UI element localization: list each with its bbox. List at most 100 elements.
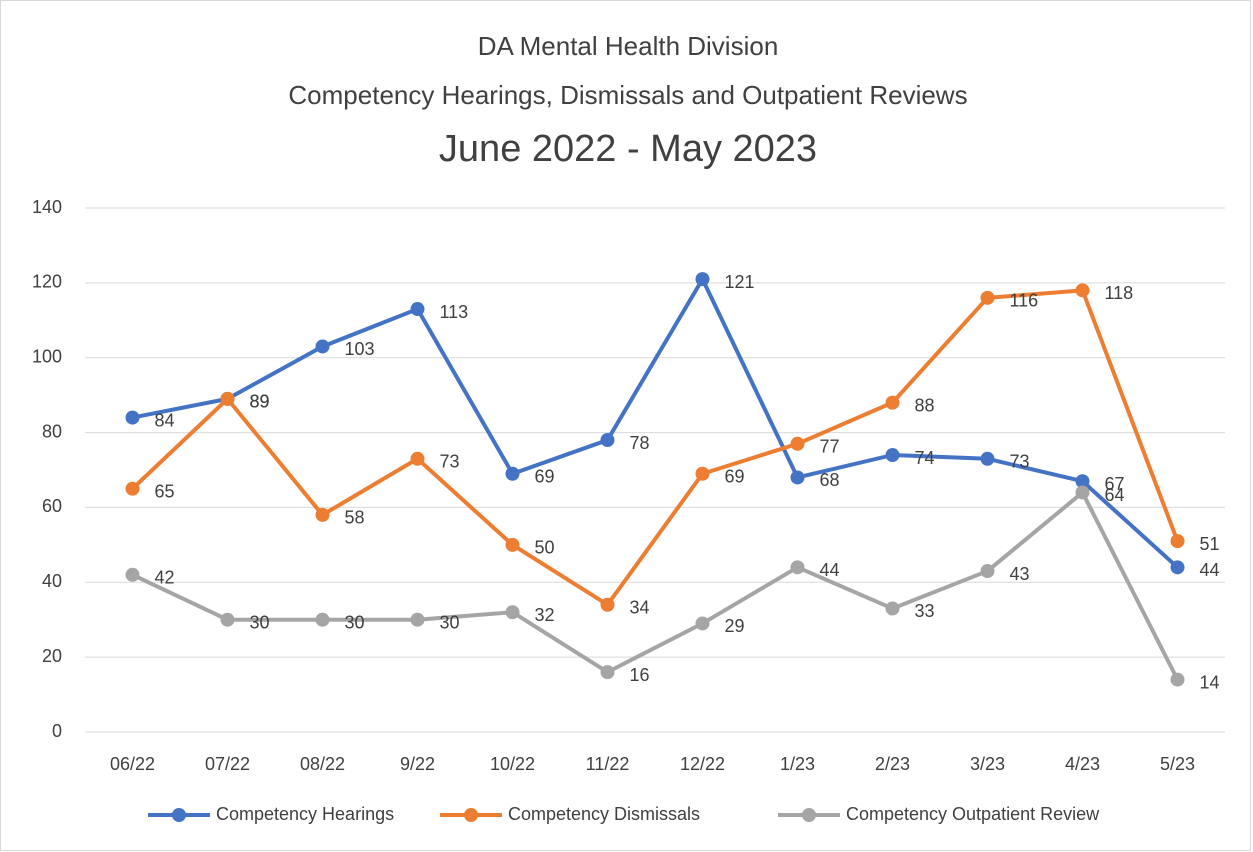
y-tick-label: 0 [52, 721, 62, 741]
data-label: 50 [535, 538, 555, 558]
data-label: 67 [1105, 474, 1125, 494]
data-label: 30 [250, 612, 270, 632]
data-label: 43 [1010, 564, 1030, 584]
data-point [885, 395, 900, 410]
data-label: 64 [1105, 485, 1125, 505]
data-point [505, 466, 520, 481]
data-label: 51 [1200, 534, 1220, 554]
data-point [220, 612, 235, 627]
data-point [600, 597, 615, 612]
y-tick-label: 20 [42, 646, 62, 666]
data-label: 14 [1200, 672, 1220, 692]
x-tick-label: 1/23 [780, 754, 815, 774]
data-label: 68 [820, 470, 840, 490]
data-label: 30 [440, 612, 460, 632]
data-point [1170, 534, 1185, 549]
data-label: 88 [915, 395, 935, 415]
data-point [790, 560, 805, 575]
data-label: 69 [535, 466, 555, 486]
x-tick-label: 3/23 [970, 754, 1005, 774]
x-tick-label: 10/22 [490, 754, 535, 774]
legend-marker [464, 808, 478, 822]
data-point [315, 339, 330, 354]
data-point [1075, 474, 1090, 489]
data-point [790, 436, 805, 451]
data-label: 33 [915, 601, 935, 621]
data-point [600, 433, 615, 448]
data-point [125, 567, 140, 582]
legend-marker [802, 808, 816, 822]
data-label: 89 [250, 392, 270, 412]
data-point [790, 470, 805, 485]
y-tick-label: 40 [42, 571, 62, 591]
data-point [885, 601, 900, 616]
data-label: 116 [1010, 291, 1039, 311]
series-line [131, 288, 1180, 607]
data-point [695, 272, 710, 287]
data-label: 32 [535, 605, 555, 625]
data-point [1075, 283, 1090, 298]
y-tick-label: 60 [42, 496, 62, 516]
data-label: 16 [630, 665, 650, 685]
data-point [125, 410, 140, 425]
data-point [885, 448, 900, 463]
data-label: 113 [440, 302, 469, 322]
data-point [315, 507, 330, 522]
data-label: 78 [630, 433, 650, 453]
data-label: 84 [155, 410, 175, 430]
data-label: 121 [725, 272, 755, 292]
data-label: 89 [250, 392, 270, 412]
y-tick-label: 80 [42, 421, 62, 441]
data-point [410, 612, 425, 627]
legend-marker [172, 808, 186, 822]
data-label: 73 [1010, 452, 1030, 472]
chart-title: Competency Hearings, Dismissals and Outp… [288, 80, 967, 110]
data-label: 73 [440, 452, 460, 472]
data-label: 34 [630, 597, 650, 617]
series-line [131, 490, 1180, 681]
x-tick-label: 06/22 [110, 754, 155, 774]
data-label: 103 [345, 339, 375, 359]
data-point [505, 537, 520, 552]
x-tick-label: 12/22 [680, 754, 725, 774]
data-label: 29 [725, 616, 745, 636]
data-label: 30 [345, 612, 365, 632]
data-label: 65 [155, 481, 175, 501]
legend-label: Competency Outpatient Review [846, 804, 1100, 824]
legend-label: Competency Dismissals [508, 804, 700, 824]
data-point [1170, 672, 1185, 687]
data-label: 44 [1200, 560, 1220, 580]
data-point [410, 302, 425, 317]
data-point [315, 612, 330, 627]
data-point [125, 481, 140, 496]
x-tick-label: 08/22 [300, 754, 345, 774]
data-label: 77 [820, 437, 840, 457]
data-point [980, 290, 995, 305]
data-point [505, 605, 520, 620]
x-tick-label: 2/23 [875, 754, 910, 774]
data-label: 118 [1105, 283, 1134, 303]
data-label: 69 [725, 466, 745, 486]
data-point [980, 451, 995, 466]
data-point [410, 451, 425, 466]
y-tick-label: 140 [32, 197, 62, 217]
data-label: 58 [345, 508, 365, 528]
y-tick-label: 120 [32, 272, 62, 292]
data-label: 44 [820, 560, 840, 580]
data-point [600, 665, 615, 680]
data-point [1170, 560, 1185, 575]
x-tick-label: 5/23 [1160, 754, 1195, 774]
data-point [695, 616, 710, 631]
data-label: 74 [915, 448, 935, 468]
data-point [1075, 485, 1090, 500]
series-line [132, 277, 1179, 569]
chart-title: DA Mental Health Division [478, 31, 779, 61]
x-tick-label: 07/22 [205, 754, 250, 774]
data-point [980, 564, 995, 579]
data-point [695, 466, 710, 481]
x-tick-label: 11/22 [586, 754, 630, 774]
data-label: 42 [155, 568, 175, 588]
legend-label: Competency Hearings [216, 804, 394, 824]
